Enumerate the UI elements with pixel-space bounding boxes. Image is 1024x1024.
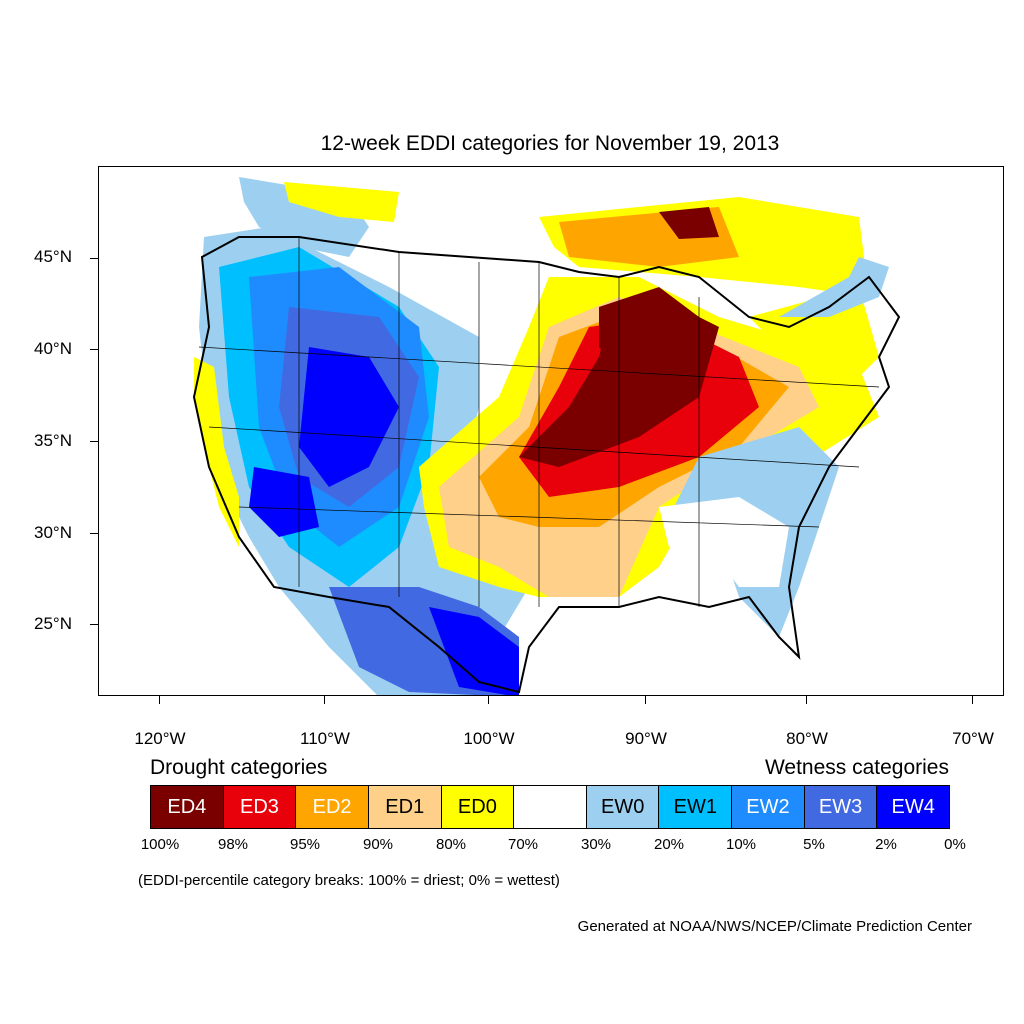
edd-map [192, 177, 901, 695]
dry-canada-dark [659, 207, 719, 239]
break-label: 70% [507, 836, 539, 853]
legend-box-ed4: ED4 [151, 786, 224, 828]
legend-bar: ED4 ED3 ED2 ED1 ED0 EW0 EW1 EW2 EW3 EW4 [150, 785, 950, 829]
lat-label: 35°N [34, 431, 72, 450]
lat-label: 40°N [34, 339, 72, 358]
wet-texas-ew4 [429, 607, 519, 695]
lon-label: 90°W [625, 729, 667, 748]
category-note: (EDDI-percentile category breaks: 100% =… [138, 872, 560, 889]
dry-greatlakes-ed4 [599, 287, 699, 377]
break-label: 5% [803, 836, 825, 853]
break-label: 98% [217, 836, 249, 853]
lat-tick [90, 349, 98, 350]
lat-tick [90, 441, 98, 442]
white-southeast [659, 497, 789, 587]
break-label: 0% [944, 836, 966, 853]
lon-tick [645, 696, 646, 704]
wetness-heading: Wetness categories [764, 756, 949, 779]
lon-tick [972, 696, 973, 704]
lat-tick [90, 624, 98, 625]
legend-box-ew4: EW4 [877, 786, 950, 828]
break-label: 90% [362, 836, 394, 853]
wet-west-ew4 [299, 347, 399, 487]
break-label: 30% [580, 836, 612, 853]
lon-tick [488, 696, 489, 704]
state-lines [198, 237, 880, 607]
lon-label: 70°W [952, 729, 994, 748]
lon-label: 120°W [134, 729, 186, 748]
break-label: 10% [725, 836, 757, 853]
lat-label: 25°N [34, 614, 72, 633]
lon-label: 100°W [463, 729, 515, 748]
lon-tick [806, 696, 807, 704]
dry-westcoast [194, 357, 239, 547]
dry-northeast [749, 287, 879, 397]
drought-heading: Drought categories [150, 756, 328, 779]
lon-label: 80°W [786, 729, 828, 748]
legend-box-ew2: EW2 [732, 786, 805, 828]
legend-box-ew1: EW1 [659, 786, 733, 828]
legend-box-normal [514, 786, 587, 828]
break-label: 100% [140, 836, 180, 853]
legend-box-ed0: ED0 [441, 786, 515, 828]
lat-tick [90, 258, 98, 259]
lat-label: 45°N [34, 247, 72, 266]
break-label: 95% [289, 836, 321, 853]
dry-canada-yellow-west [284, 182, 399, 222]
lon-label: 110°W [300, 729, 350, 748]
credit-line: Generated at NOAA/NWS/NCEP/Climate Predi… [577, 918, 972, 935]
lat-tick [90, 533, 98, 534]
map-title: 12-week EDDI categories for November 19,… [320, 132, 780, 155]
us-outline [192, 236, 901, 694]
break-label: 80% [435, 836, 467, 853]
wet-northeast [779, 257, 889, 317]
legend-box-ew3: EW3 [804, 786, 878, 828]
legend-box-ed3: ED3 [223, 786, 297, 828]
lon-tick [324, 696, 325, 704]
lon-tick [159, 696, 160, 704]
lat-label: 30°N [34, 523, 72, 542]
break-label: 20% [653, 836, 685, 853]
legend-box-ed1: ED1 [368, 786, 442, 828]
break-label: 2% [875, 836, 897, 853]
wet-southwest-ew4 [249, 467, 319, 537]
legend-box-ew0: EW0 [586, 786, 660, 828]
legend-box-ed2: ED2 [296, 786, 369, 828]
map-frame [98, 166, 1004, 696]
